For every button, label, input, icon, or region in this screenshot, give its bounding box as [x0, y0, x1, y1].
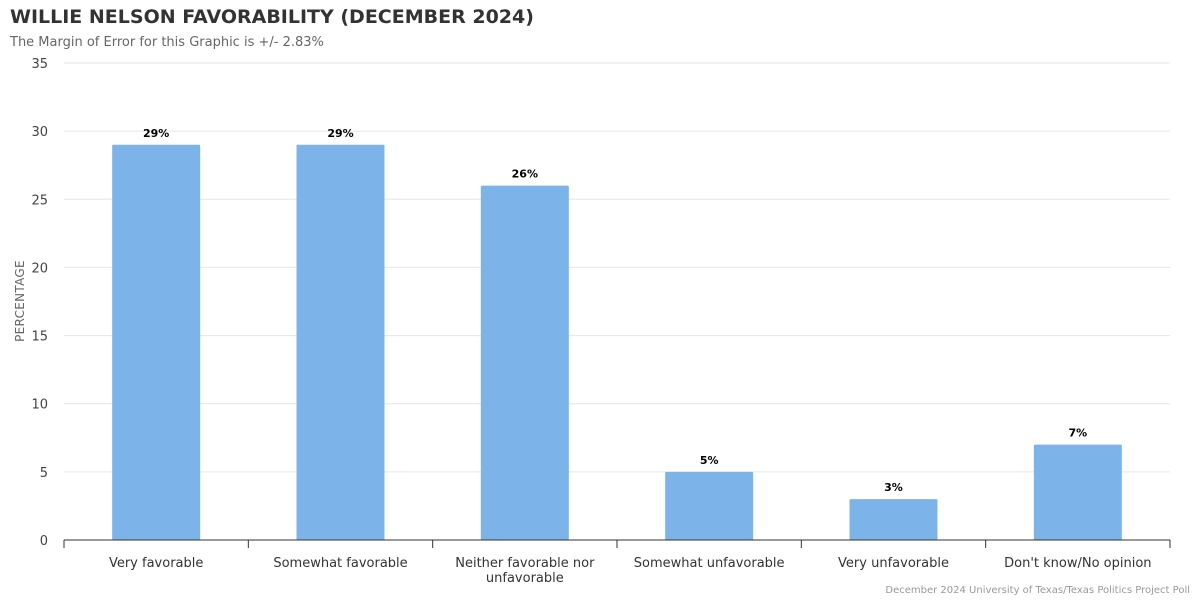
bar [296, 144, 385, 540]
y-tick-label: 0 [40, 534, 48, 549]
data-label: 26% [512, 168, 538, 181]
y-tick-label: 5 [40, 466, 48, 481]
y-tick-label: 20 [31, 261, 48, 276]
source-note: December 2024 University of Texas/Texas … [885, 585, 1190, 596]
data-label: 3% [884, 481, 903, 494]
x-tick-label-line: Don't know/No opinion [1004, 556, 1151, 571]
data-label: 7% [1068, 427, 1087, 440]
x-tick-label-line: Very unfavorable [838, 556, 949, 571]
x-tick-label-line: Neither favorable nor [455, 556, 595, 571]
x-tick-label-line: unfavorable [486, 571, 564, 586]
x-tick-label-line: Very favorable [109, 556, 203, 571]
data-label: 29% [143, 127, 169, 140]
y-axis-label: PERCENTAGE [13, 260, 27, 342]
y-tick-label: 35 [31, 57, 48, 72]
x-tick-label: Somewhat favorable [273, 556, 407, 571]
bar [1033, 444, 1122, 540]
x-tick-label: Don't know/No opinion [1004, 556, 1151, 571]
y-tick-label: 10 [31, 398, 48, 413]
data-label: 5% [700, 454, 719, 467]
y-tick-label: 25 [31, 193, 48, 208]
y-tick-label: 30 [31, 125, 48, 140]
x-tick-label: Very favorable [109, 556, 203, 571]
bar [112, 144, 201, 540]
bar [480, 185, 569, 540]
x-tick-label-line: Somewhat unfavorable [634, 556, 785, 571]
x-tick-label-line: Somewhat favorable [273, 556, 407, 571]
x-tick-label: Very unfavorable [838, 556, 949, 571]
chart-subtitle: The Margin of Error for this Graphic is … [10, 35, 324, 50]
bar [849, 499, 938, 540]
x-tick-label: Neither favorable nor unfavorable [455, 556, 595, 586]
bar [665, 471, 754, 540]
chart-title: WILLIE NELSON FAVORABILITY (DECEMBER 202… [10, 6, 534, 28]
y-tick-label: 15 [31, 330, 48, 345]
x-tick-label: Somewhat unfavorable [634, 556, 785, 571]
data-label: 29% [327, 127, 353, 140]
